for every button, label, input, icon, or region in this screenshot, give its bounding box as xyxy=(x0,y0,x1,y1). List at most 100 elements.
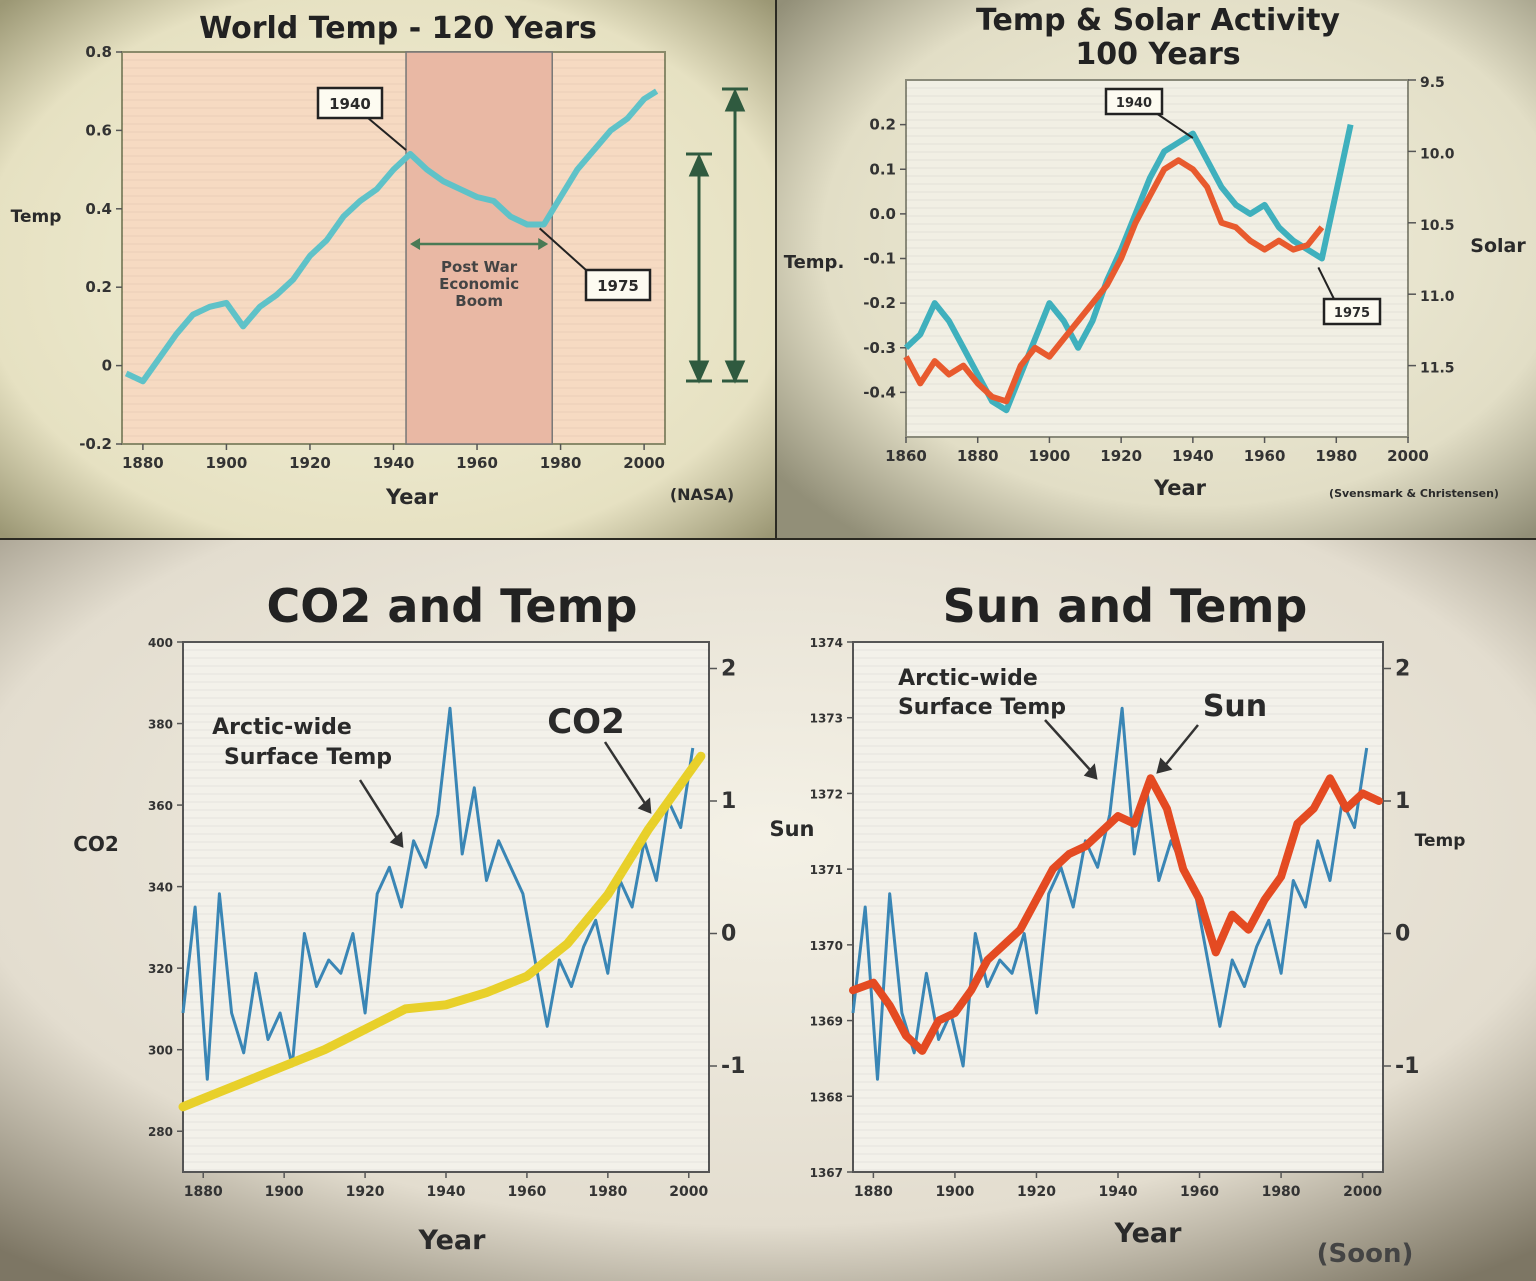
annotation-label: 1975 xyxy=(597,277,639,295)
chart-title-line2: 100 Years xyxy=(1075,37,1240,72)
y-tick-label: 1369 xyxy=(810,1015,843,1029)
x-tick-label: 1880 xyxy=(854,1184,893,1200)
y-axis-label: Sun xyxy=(769,817,814,841)
annotation-label: Arctic-wide xyxy=(898,666,1038,691)
y2-axis-ticks: 2 1 0 -1 xyxy=(1383,657,1419,1079)
chart-title: Temp & Solar Activity xyxy=(976,3,1340,38)
arctic-temp-series-line xyxy=(181,706,695,1081)
annotation-label: Surface Temp xyxy=(224,745,392,770)
x-axis-ticks: 1860 1880 1900 1920 1940 1960 1980 2000 xyxy=(885,437,1429,465)
x-axis-ticks: 1880 1900 1920 1940 1960 1980 2000 xyxy=(184,1172,709,1200)
band-label-line: Boom xyxy=(455,292,503,310)
annotation-label: Sun xyxy=(1203,689,1267,724)
x-tick-label: 1940 xyxy=(427,1184,466,1200)
annotation-box xyxy=(1322,297,1382,326)
y-tick-label: 1371 xyxy=(810,863,843,877)
x-tick-label: 2000 xyxy=(623,454,665,472)
x-tick-label: 2000 xyxy=(1343,1184,1382,1200)
band-arrowhead xyxy=(410,238,421,250)
annotation-arrows xyxy=(358,741,652,848)
y-axis-ticks: 0.2 0.1 0.0 -0.1 -0.2 -0.3 -0.4 xyxy=(863,116,906,401)
x-tick-label: 1940 xyxy=(1099,1184,1138,1200)
y-tick-label: 0.0 xyxy=(869,205,896,223)
y-tick-label: -0.3 xyxy=(863,339,896,357)
y-tick-label: 1373 xyxy=(810,712,843,726)
x-tick-label: 2000 xyxy=(669,1184,708,1200)
post-war-band xyxy=(405,51,553,445)
y-tick-label: 0.2 xyxy=(85,278,112,296)
y2-axis-label: Temp xyxy=(1415,831,1466,851)
y-tick-label: 280 xyxy=(148,1125,173,1139)
annotation-label: Surface Temp xyxy=(898,695,1066,720)
solar-series-line xyxy=(903,157,1325,405)
chart-title: Sun and Temp xyxy=(943,579,1308,633)
x-tick-label: 1980 xyxy=(588,1184,627,1200)
annotation-label: CO2 xyxy=(547,702,625,742)
x-tick-label: 1900 xyxy=(206,454,248,472)
y2-axis-label: Solar xyxy=(1470,235,1526,257)
series-annotations: Arctic-wide Surface Temp CO2 xyxy=(212,702,625,770)
band-label-line: Post War xyxy=(441,258,518,276)
y2-tick-label: 0 xyxy=(721,922,736,947)
y-tick-label: 0.2 xyxy=(869,116,896,134)
y-tick-label: 1372 xyxy=(810,787,843,801)
y2-tick-label: 1 xyxy=(721,789,736,814)
sun-temp-chart: Sun and Temp 1374 1373 1372 1371 1370 1369 136… xyxy=(769,579,1465,1269)
annotation-boxes: 1940 1975 xyxy=(316,86,652,302)
y2-tick-label: 10.5 xyxy=(1420,218,1455,234)
y-tick-label: 360 xyxy=(148,799,173,813)
y-tick-label: 1367 xyxy=(810,1166,843,1180)
y-axis-label: CO2 xyxy=(73,832,119,856)
annotation-label: Arctic-wide xyxy=(212,715,352,740)
x-tick-label: 1980 xyxy=(1262,1184,1301,1200)
y-tick-label: 1374 xyxy=(810,636,843,650)
y-tick-label: 1370 xyxy=(810,939,843,953)
y-tick-label: 0.4 xyxy=(85,200,112,218)
y2-tick-label: 2 xyxy=(721,657,736,682)
y-tick-label: 400 xyxy=(148,636,173,650)
x-tick-label: 1960 xyxy=(1244,447,1286,465)
y-tick-label: -0.4 xyxy=(863,383,896,401)
y-tick-label: 0.8 xyxy=(85,43,112,61)
x-tick-label: 1980 xyxy=(1315,447,1357,465)
x-tick-label: 2000 xyxy=(1387,447,1429,465)
y2-axis-ticks: 2 1 0 -1 xyxy=(709,657,745,1079)
y-tick-label: 0.6 xyxy=(85,121,112,139)
annotation-label: 1940 xyxy=(1116,96,1152,111)
y-axis-ticks: 400 380 360 340 320 300 280 xyxy=(148,636,183,1139)
band-label-line: Economic xyxy=(439,275,519,293)
co2-series-line xyxy=(178,751,706,1112)
x-tick-label: 1920 xyxy=(289,454,331,472)
annotation-pointer xyxy=(367,117,407,151)
x-tick-label: 1880 xyxy=(184,1184,223,1200)
x-tick-label: 1920 xyxy=(1100,447,1142,465)
x-tick-label: 1900 xyxy=(265,1184,304,1200)
band-arrowhead xyxy=(538,238,549,250)
temp-solar-chart: Temp & Solar Activity 100 Years 0.2 0.1 0.… xyxy=(784,3,1527,500)
x-tick-label: 1880 xyxy=(122,454,164,472)
series-annotations: Arctic-wide Surface Temp Sun xyxy=(898,666,1267,724)
y-tick-label: 1368 xyxy=(810,1090,843,1104)
x-axis-label: Year xyxy=(418,1225,487,1256)
x-tick-label: 1900 xyxy=(935,1184,974,1200)
y2-tick-label: 11.5 xyxy=(1420,361,1455,377)
y2-tick-label: 9.5 xyxy=(1420,75,1445,91)
y2-tick-label: 11.0 xyxy=(1420,289,1455,305)
annotation-boxes: 1940 1975 xyxy=(1104,87,1382,326)
x-axis-ticks: 1880 1900 1920 1940 1960 1980 2000 xyxy=(122,444,665,472)
y-tick-label: 300 xyxy=(148,1044,173,1058)
x-tick-label: 1920 xyxy=(346,1184,385,1200)
x-tick-label: 1940 xyxy=(1172,447,1214,465)
y2-tick-label: 10.0 xyxy=(1420,146,1455,162)
world-temp-chart: World Temp - 120 Years Post WarEconomicB… xyxy=(11,11,748,509)
annotation-pointer xyxy=(1155,112,1194,139)
y-tick-label: 340 xyxy=(148,881,173,895)
y-tick-label: -0.2 xyxy=(863,294,896,312)
y2-tick-label: 1 xyxy=(1395,789,1410,814)
x-axis-label: Year xyxy=(385,485,439,509)
y-tick-label: 320 xyxy=(148,962,173,976)
y2-axis-ticks: 9.5 10.0 10.5 11.0 11.5 xyxy=(1408,75,1455,377)
y-tick-label: 0.1 xyxy=(869,160,896,178)
plot-area xyxy=(121,51,666,445)
annotation-label: 1940 xyxy=(329,95,371,113)
